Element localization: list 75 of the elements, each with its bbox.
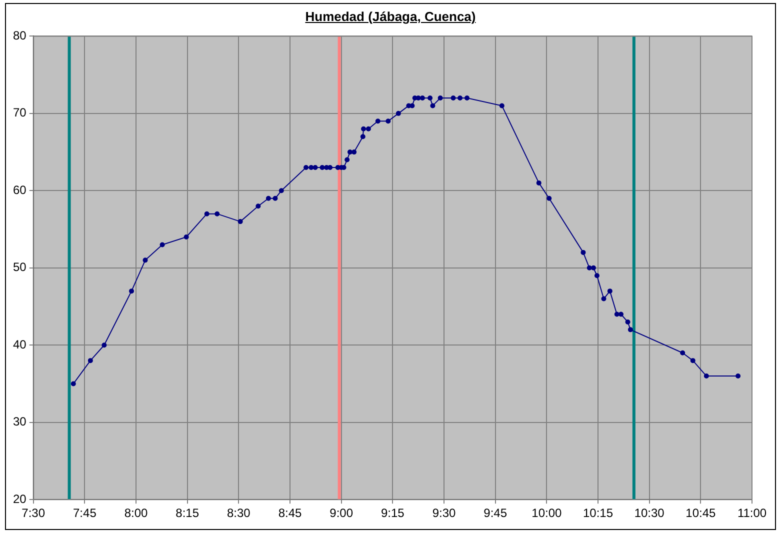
point [375, 118, 380, 124]
point [428, 95, 433, 100]
point [160, 242, 165, 248]
point [88, 358, 93, 364]
x-tick-label: 10:45 [686, 506, 716, 520]
point [142, 258, 148, 263]
x-tick-label: 7:45 [73, 506, 97, 520]
point [272, 196, 278, 201]
point [360, 134, 366, 140]
point [278, 188, 284, 194]
point [344, 157, 350, 162]
point [420, 95, 425, 100]
y-tick-label: 50 [12, 260, 27, 274]
x-tick-label: 10:15 [582, 506, 614, 520]
point [361, 126, 366, 132]
point [256, 204, 261, 209]
x-tick-label: 8:00 [124, 506, 148, 520]
point [546, 196, 552, 201]
point [458, 95, 463, 100]
point [184, 234, 189, 240]
point [499, 103, 504, 108]
x-tick-label: 9:30 [432, 506, 456, 520]
point [464, 95, 470, 100]
point [590, 265, 596, 270]
point [214, 211, 220, 216]
point [736, 374, 741, 379]
y-tick-label: 40 [12, 337, 27, 352]
point [625, 319, 630, 324]
point [594, 273, 600, 278]
point [328, 164, 333, 170]
point [70, 381, 76, 386]
x-tick-label: 10:30 [634, 506, 665, 520]
point [204, 211, 210, 216]
point [430, 103, 436, 108]
point [312, 164, 318, 170]
point [386, 118, 391, 124]
x-tick-label: 9:45 [484, 506, 508, 520]
point [102, 342, 107, 348]
x-tick-label: 8:15 [176, 506, 200, 520]
point [352, 150, 357, 155]
point [690, 358, 696, 364]
x-tick-label: 11:00 [737, 506, 767, 520]
point [320, 164, 325, 170]
x-tick-label: 8:45 [278, 506, 302, 520]
point [366, 126, 371, 132]
point [438, 95, 443, 100]
x-tick-label: 8:30 [226, 506, 251, 520]
x-tick-label: 9:00 [330, 506, 354, 520]
y-tick-label: 20 [12, 492, 27, 506]
x-tick-label: 7:30 [22, 506, 46, 520]
point [308, 164, 314, 170]
point [128, 288, 134, 294]
point [628, 327, 633, 332]
x-tick-label: 9:15 [380, 506, 405, 520]
point [580, 250, 586, 255]
point [614, 312, 620, 317]
y-tick-label: 60 [12, 182, 27, 197]
point [704, 374, 709, 379]
y-tick-label: 30 [12, 414, 27, 429]
point [304, 164, 309, 170]
point [607, 288, 612, 294]
point [396, 110, 401, 116]
y-tick-label: 80 [12, 28, 27, 43]
point [266, 196, 271, 201]
point [536, 180, 542, 186]
point [450, 95, 456, 100]
point [680, 350, 686, 356]
y-tick-label: 70 [12, 106, 27, 120]
point [238, 219, 243, 224]
point [586, 265, 592, 270]
point [601, 296, 606, 302]
point [618, 312, 624, 317]
chart-title: Humedad (Jábaga, Cuenca) [304, 9, 477, 24]
x-tick-label: 10:00 [532, 506, 562, 520]
point [347, 150, 352, 155]
